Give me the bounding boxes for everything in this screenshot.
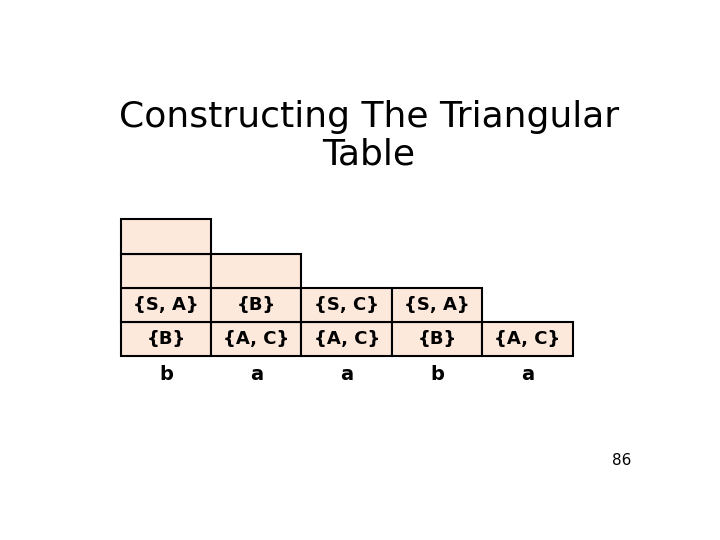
- Bar: [211, 254, 302, 288]
- Text: Table: Table: [323, 137, 415, 171]
- Text: a: a: [250, 365, 263, 384]
- Bar: [392, 322, 482, 356]
- Text: Constructing The Triangular: Constructing The Triangular: [119, 100, 619, 134]
- Text: b: b: [430, 365, 444, 384]
- Text: {S, A}: {S, A}: [404, 296, 470, 314]
- Text: a: a: [521, 365, 534, 384]
- Text: {S, A}: {S, A}: [133, 296, 199, 314]
- Text: {S, C}: {S, C}: [314, 296, 379, 314]
- Bar: [211, 288, 302, 322]
- Text: a: a: [340, 365, 354, 384]
- Bar: [392, 288, 482, 322]
- Bar: [302, 322, 392, 356]
- Text: b: b: [159, 365, 173, 384]
- Text: {A, C}: {A, C}: [313, 330, 380, 348]
- Text: {B}: {B}: [418, 330, 456, 348]
- Bar: [121, 219, 211, 254]
- Text: {B}: {B}: [146, 330, 186, 348]
- Bar: [482, 322, 572, 356]
- Text: 86: 86: [612, 453, 631, 468]
- Bar: [121, 322, 211, 356]
- Text: {A, C}: {A, C}: [495, 330, 561, 348]
- Bar: [211, 322, 302, 356]
- Bar: [121, 254, 211, 288]
- Text: {B}: {B}: [237, 296, 276, 314]
- Text: {A, C}: {A, C}: [223, 330, 289, 348]
- Bar: [121, 288, 211, 322]
- Bar: [302, 288, 392, 322]
